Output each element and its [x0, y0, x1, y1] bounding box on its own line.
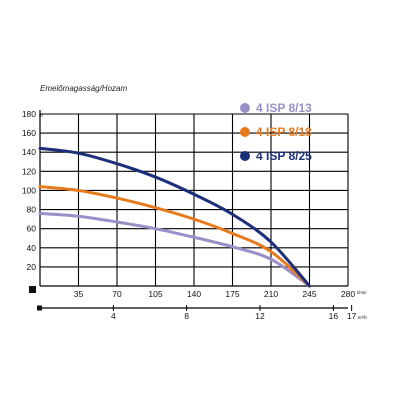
x-tick-label: 245: [302, 289, 316, 299]
x2-axis-marker: [37, 305, 42, 311]
x2-tick-label: 8: [184, 311, 189, 321]
x-tick-label: 105: [148, 289, 162, 299]
legend-item: 4 ISP 8/13: [240, 96, 312, 120]
x2-tick-label: 17: [347, 311, 357, 321]
series-line: [38, 185, 311, 288]
x2-unit-label: m³/h: [358, 315, 367, 320]
legend-label: 4 ISP 8/13: [256, 101, 312, 115]
chart-title: Emelőmagasság/Hozam: [40, 84, 128, 93]
series-line: [38, 211, 311, 288]
legend: 4 ISP 8/13 4 ISP 8/18 4 ISP 8/25: [240, 96, 312, 168]
y-tick-label: 140: [22, 147, 36, 157]
y-tick-label: 160: [22, 128, 36, 138]
y-unit-label: m: [39, 113, 43, 118]
legend-item: 4 ISP 8/25: [240, 144, 312, 168]
y-tick-label: 20: [27, 262, 37, 272]
x-tick-label: 280: [341, 289, 355, 299]
x2-tick-label: 16: [329, 311, 339, 321]
y-tick-label: 60: [27, 224, 37, 234]
x-tick-label: 70: [112, 289, 122, 299]
x-tick-label: 210: [264, 289, 278, 299]
y-tick-label: 180: [22, 109, 36, 119]
legend-label: 4 ISP 8/25: [256, 149, 312, 163]
legend-item: 4 ISP 8/18: [240, 120, 312, 144]
y-tick-label: 120: [22, 166, 36, 176]
x2-tick-label: 4: [111, 311, 116, 321]
x-unit-label: l/min: [357, 290, 367, 295]
x-tick-label: 175: [225, 289, 239, 299]
y-tick-label: 40: [27, 243, 37, 253]
legend-marker: [240, 151, 250, 161]
x-tick-label: 140: [187, 289, 201, 299]
y-tick-label: 80: [27, 205, 37, 215]
origin-marker: [29, 286, 36, 293]
x2-tick-label: 12: [255, 311, 265, 321]
legend-marker: [240, 103, 250, 113]
legend-label: 4 ISP 8/18: [256, 125, 312, 139]
legend-marker: [240, 127, 250, 137]
x-tick-label: 35: [74, 289, 84, 299]
series-line: [38, 146, 311, 288]
y-tick-label: 100: [22, 185, 36, 195]
